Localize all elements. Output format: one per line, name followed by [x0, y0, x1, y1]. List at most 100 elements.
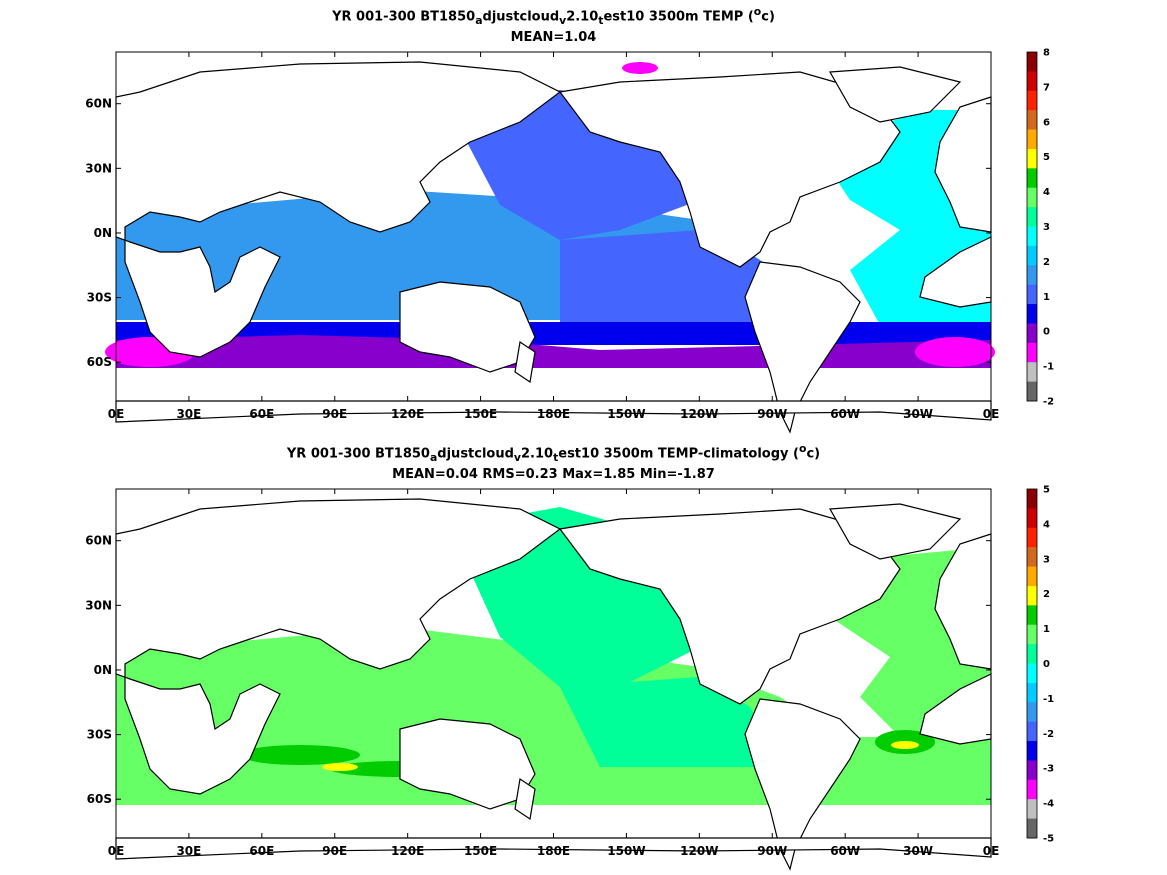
southern-ocean-yellow — [322, 763, 358, 771]
x-tick-label: 120W — [680, 407, 718, 421]
y-tick-label: 0N — [94, 226, 112, 240]
colorbar-swatch — [1027, 702, 1037, 723]
x-tick-label: 90E — [322, 844, 347, 858]
top-subtitle: MEAN=1.04 — [510, 30, 597, 45]
colorbar-tick-label: 4 — [1043, 519, 1050, 530]
x-tick-label: 60W — [830, 407, 860, 421]
colorbar-tick-label: 2 — [1043, 589, 1050, 600]
colorbar-swatch — [1027, 148, 1037, 169]
greenland-landmass — [829, 66, 962, 123]
colorbar-swatch — [1027, 90, 1037, 111]
colorbar-tick-label: 1 — [1043, 624, 1050, 635]
colorbar-swatch — [1027, 605, 1037, 626]
colorbar: 8 7 6 5 4 3 2 1 0 -1 -2 — [1026, 48, 1054, 408]
colorbar-swatch — [1027, 741, 1037, 761]
colorbar-swatch — [1027, 721, 1037, 742]
colorbar-tick-label: 7 — [1043, 82, 1050, 93]
colorbar-tick-label: 3 — [1043, 222, 1050, 233]
eurasia-africa-landmass — [115, 61, 562, 358]
x-tick-label: 60E — [249, 407, 274, 421]
top-panel: YR 001-300 BT1850adjustcloudv2.10test10 … — [0, 0, 1167, 437]
south-pacific-field — [560, 677, 780, 767]
top-map: 0E 30E 60E 90E 120E 150E 180E 150W 120W 90W 60W 30W… — [85, 48, 1054, 434]
agulhas-yellow-hotspot — [891, 741, 919, 749]
colorbar-swatch — [1027, 508, 1037, 529]
new-zealand-landmass — [514, 777, 536, 821]
colorbar-swatch — [1027, 284, 1037, 305]
x-tick-label: 180E — [537, 844, 570, 858]
europe-west-landmass — [934, 96, 992, 233]
colorbar-swatch — [1027, 245, 1037, 266]
y-tick-label: 30S — [87, 291, 112, 305]
colorbar-swatch — [1027, 779, 1037, 800]
bottom-title: YR 001-300 BT1850adjustcloudv2.10test10 … — [286, 442, 821, 464]
colorbar-swatch — [1027, 624, 1037, 645]
x-tick-label: 90W — [757, 844, 787, 858]
colorbar-tick-label: -3 — [1043, 764, 1054, 775]
colorbar-swatch — [1027, 129, 1037, 150]
colorbar-swatch — [1027, 71, 1037, 92]
colorbar-tick-label: -2 — [1043, 729, 1054, 740]
x-tick-label: 60W — [830, 844, 860, 858]
colorbar-tick-label: 6 — [1043, 117, 1050, 128]
colorbar-tick-label: 0 — [1043, 327, 1050, 338]
colorbar-tick-label: -1 — [1043, 362, 1054, 373]
colorbar-swatch — [1027, 644, 1037, 664]
bottom-map: 0E 30E 60E 90E 120E 150E 180E 150W 120W 90W 60W 30W… — [85, 485, 1054, 871]
x-tick-label: 0E — [983, 407, 1000, 421]
magenta-patch-east — [915, 337, 995, 367]
colorbar-tick-label: 2 — [1043, 257, 1050, 268]
colorbar-swatch — [1027, 489, 1037, 509]
x-tick-label: 0E — [983, 844, 1000, 858]
colorbar-tick-label: 5 — [1043, 485, 1050, 496]
new-zealand-landmass — [514, 340, 536, 384]
europe-west-landmass — [934, 533, 992, 670]
colorbar-swatch — [1027, 663, 1037, 684]
greenland-landmass — [829, 503, 962, 560]
magenta-patch-arctic — [622, 62, 658, 74]
colorbar-tick-label: 5 — [1043, 152, 1050, 163]
y-tick-label: 60S — [87, 355, 112, 369]
north-america-landmass — [558, 508, 901, 705]
colorbar-swatch — [1027, 304, 1037, 324]
map-area: 0E 30E 60E 90E 120E 150E 180E 150W 120W 90W 60W 30W… — [85, 51, 1000, 434]
x-tick-label: 90W — [757, 407, 787, 421]
x-tick-label: 30W — [903, 407, 933, 421]
x-tick-label: 0E — [108, 407, 125, 421]
bottom-subtitle: MEAN=0.04 RMS=0.23 Max=1.85 Min=-1.87 — [392, 467, 715, 482]
x-tick-label: 30E — [176, 844, 201, 858]
y-tick-label: 60N — [85, 534, 112, 548]
colorbar-swatch — [1027, 168, 1037, 189]
colorbar-swatch — [1027, 760, 1037, 781]
x-tick-label: 150W — [607, 407, 645, 421]
x-tick-label: 90E — [322, 407, 347, 421]
colorbar-swatch — [1027, 818, 1037, 839]
colorbar-tick-label: -1 — [1043, 694, 1054, 705]
colorbar-tick-label: -4 — [1043, 799, 1054, 810]
colorbar-swatch — [1027, 682, 1037, 703]
land — [115, 498, 992, 871]
x-tick-label: 120E — [391, 407, 424, 421]
colorbar-swatch — [1027, 799, 1037, 820]
x-tick-label: 30E — [176, 407, 201, 421]
x-tick-label: 150W — [607, 844, 645, 858]
colorbar-tick-label: 1 — [1043, 292, 1050, 303]
x-tick-label: 150E — [464, 407, 497, 421]
map-area: 0E 30E 60E 90E 120E 150E 180E 150W 120W 90W 60W 30W… — [85, 488, 1000, 871]
y-tick-label: 30S — [87, 728, 112, 742]
colorbar-swatch — [1027, 381, 1037, 402]
colorbar-swatch — [1027, 265, 1037, 286]
x-tick-label: 120E — [391, 844, 424, 858]
eurasia-africa-landmass — [115, 498, 562, 795]
top-title: YR 001-300 BT1850adjustcloudv2.10test10 … — [332, 5, 775, 27]
land — [115, 61, 992, 434]
colorbar-frame — [1026, 51, 1038, 402]
southern-ocean-green-west — [240, 745, 360, 765]
south-america-landmass — [744, 698, 861, 871]
x-tick-label: 0E — [108, 844, 125, 858]
x-tick-label: 150E — [464, 844, 497, 858]
colorbar-tick-label: 3 — [1043, 554, 1050, 565]
colorbar-swatch — [1027, 226, 1037, 247]
y-tick-label: 30N — [85, 598, 112, 612]
south-america-landmass — [744, 261, 861, 434]
